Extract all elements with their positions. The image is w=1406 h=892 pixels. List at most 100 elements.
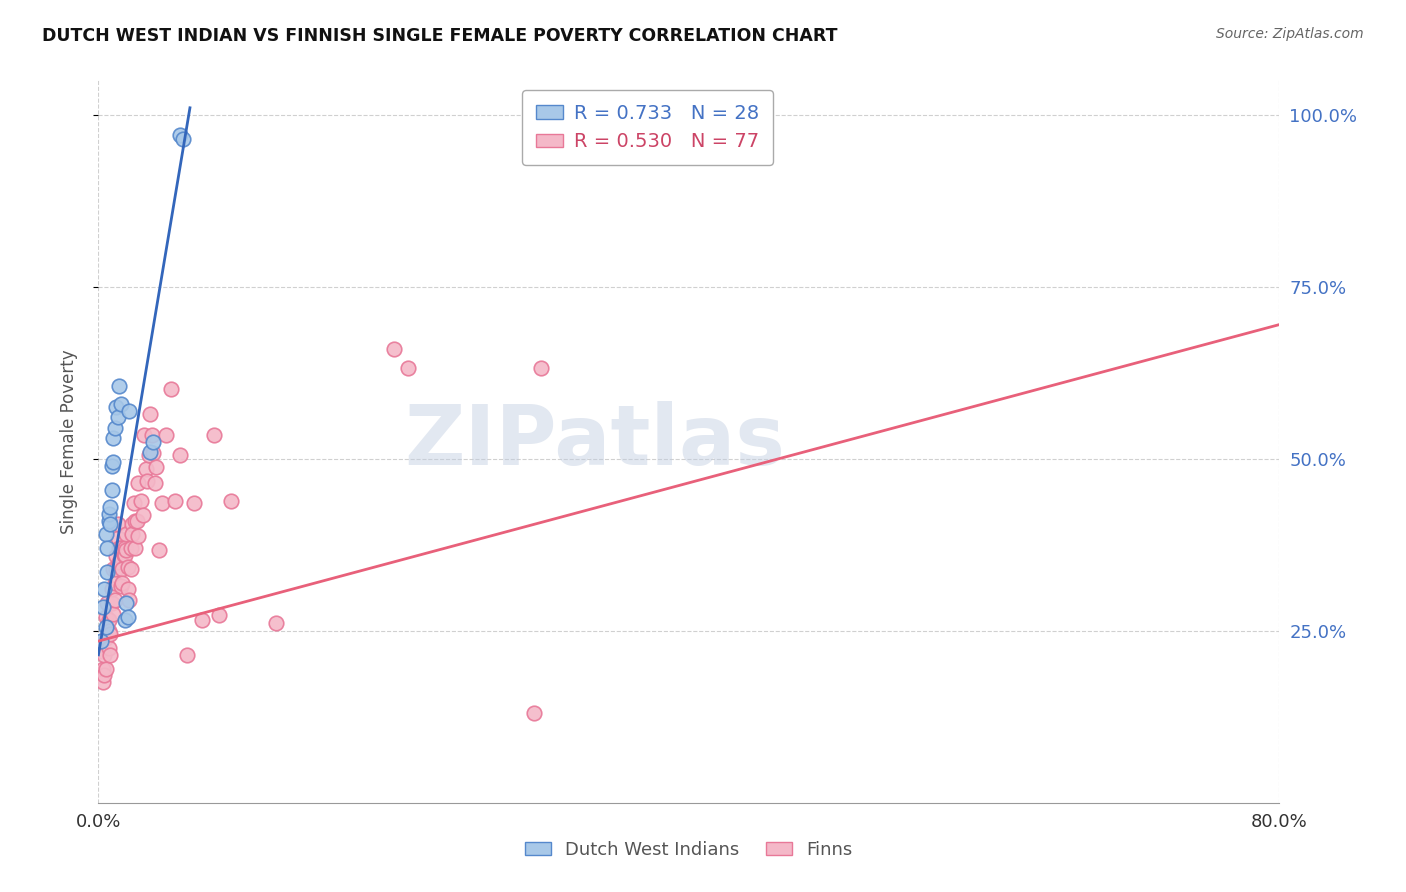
Legend: Dutch West Indians, Finns: Dutch West Indians, Finns [519,834,859,866]
Point [138,448,160,462]
Point [183,496,205,510]
Point [94,527,117,541]
Text: Source: ZipAtlas.com: Source: ZipAtlas.com [1216,27,1364,41]
Point [97,640,120,655]
Point [114,614,136,628]
Point [97,624,120,638]
Point [103,607,125,621]
Point [122,496,145,510]
Point [208,607,231,622]
Point [93,582,115,597]
Point [553,128,575,143]
Point [148,542,170,557]
Point [115,527,138,541]
Point [112,548,135,562]
Point [141,427,163,442]
Point [155,427,177,442]
Point [398,360,420,375]
Point [523,706,546,721]
Point [115,596,138,610]
Point [98,517,121,532]
Point [91,662,114,676]
Point [98,627,121,641]
Point [110,579,132,593]
Point [117,560,139,574]
Point [136,474,159,488]
Point [169,448,191,462]
Point [117,582,139,597]
Point [115,542,138,557]
Point [100,582,122,597]
Point [104,592,127,607]
Point [139,407,162,421]
Point [108,555,131,569]
Point [129,494,152,508]
Point [382,342,405,356]
Point [94,620,117,634]
Point [111,562,134,576]
Point [202,427,225,442]
Point [91,675,114,690]
Point [135,462,157,476]
Point [105,549,128,564]
Point [94,610,117,624]
Point [191,614,214,628]
Point [169,128,191,143]
Point [110,541,132,556]
Point [96,596,118,610]
Point [114,541,136,556]
Point [142,446,165,460]
Point [107,517,129,532]
Point [132,508,155,523]
Point [98,500,121,514]
Text: DUTCH WEST INDIAN VS FINNISH SINGLE FEMALE POVERTY CORRELATION CHART: DUTCH WEST INDIAN VS FINNISH SINGLE FEMA… [42,27,838,45]
Point [121,517,143,532]
Point [118,592,141,607]
Point [97,514,120,528]
Point [110,397,132,411]
Point [100,458,122,473]
Point [530,360,553,375]
Point [103,431,125,445]
Point [159,382,181,396]
Point [139,445,162,459]
Point [165,494,187,508]
Point [90,644,112,658]
Point [94,631,117,645]
Point [142,434,165,449]
Point [104,575,127,590]
Point [91,599,114,614]
Point [118,403,141,417]
Point [98,648,121,662]
Point [105,562,128,576]
Point [145,460,167,475]
Point [150,496,173,510]
Point [221,494,243,508]
Point [90,634,112,648]
Point [105,400,128,414]
Point [97,614,120,628]
Point [114,548,136,562]
Point [107,531,129,545]
Point [172,132,194,146]
Point [120,562,142,576]
Point [125,514,148,528]
Y-axis label: Single Female Poverty: Single Female Poverty [59,350,77,533]
Point [117,610,139,624]
Point [176,648,198,662]
Point [103,562,125,576]
Point [108,541,131,556]
Point [120,541,142,556]
Point [96,541,118,556]
Text: ZIPatlas: ZIPatlas [404,401,785,482]
Point [143,475,166,490]
Point [94,662,117,676]
Point [104,421,127,435]
Point [93,668,115,682]
Point [264,615,287,630]
Point [124,541,146,556]
Point [107,410,129,425]
Point [121,527,143,541]
Point [108,379,131,393]
Point [127,529,149,543]
